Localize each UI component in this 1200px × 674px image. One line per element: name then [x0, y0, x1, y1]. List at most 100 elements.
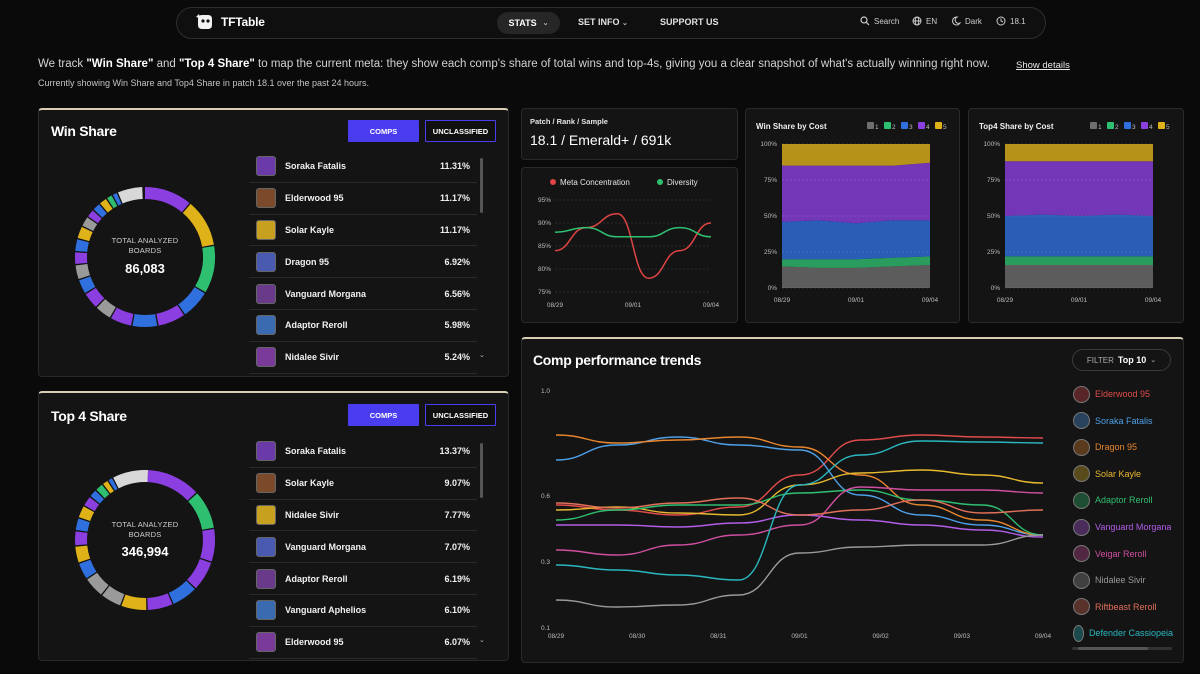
series-line	[555, 434, 1044, 536]
donut-segment	[132, 314, 158, 327]
list-item[interactable]: Nidalee Sivir 5.24%	[249, 342, 477, 374]
donut-segment	[93, 204, 107, 218]
list-item[interactable]: Elderwood 95 11.17%	[249, 183, 477, 215]
legend-item[interactable]: Dragon 95	[1073, 438, 1137, 456]
y-tick-label: 80%	[538, 266, 551, 273]
legend-item[interactable]: Adaptor Reroll	[1073, 491, 1153, 509]
list-item[interactable]: Adaptor Reroll 6.19%	[249, 563, 477, 595]
legend-scroll-thumb[interactable]	[1078, 647, 1148, 650]
comp-icon	[1073, 624, 1084, 642]
series-line	[555, 440, 1044, 581]
donut-segment	[144, 470, 197, 501]
legend-item[interactable]: Solar Kayle	[1073, 465, 1141, 483]
list-item[interactable]: Nidalee Sivir 7.77%	[249, 500, 477, 532]
scrollbar[interactable]	[480, 158, 483, 213]
language-label: EN	[926, 16, 938, 26]
legend-label: Dragon 95	[1095, 442, 1138, 453]
intro-part: and	[153, 58, 179, 70]
y-tick-label: 0%	[991, 285, 1001, 292]
x-tick-label: 09/01	[625, 302, 642, 309]
x-tick-label: 09/02	[873, 633, 890, 640]
y-tick-label: 0.1	[541, 625, 550, 632]
series-line	[555, 514, 1044, 538]
language-button[interactable]: EN	[912, 16, 937, 26]
comp-icon	[1073, 491, 1090, 509]
donut-segment	[112, 192, 122, 206]
legend-item[interactable]: Riftbeast Reroll	[1073, 598, 1157, 616]
brand-name[interactable]: TFTable	[221, 15, 265, 29]
donut-segment	[82, 217, 98, 232]
legend-label: 3	[1132, 124, 1136, 131]
comps-button[interactable]: COMPS	[348, 404, 419, 426]
legend-swatch	[884, 122, 891, 129]
comp-share: 13.37%	[439, 446, 470, 457]
comp-share: 5.98%	[444, 320, 470, 331]
unclassified-button[interactable]: UNCLASSIFIED	[425, 404, 496, 426]
y-tick-label: 0%	[768, 285, 778, 292]
x-tick-label: 09/04	[703, 302, 720, 309]
legend-item[interactable]: Vanguard Morgana	[1073, 518, 1171, 536]
list-item[interactable]: Vanguard Morgana 6.56%	[249, 278, 477, 310]
donut-segment	[100, 198, 113, 213]
nav-setinfo-tab[interactable]: SET INFO ⌄	[578, 17, 628, 27]
x-tick-label: 09/04	[1035, 633, 1052, 640]
donut-segment	[96, 299, 116, 318]
donut-segment	[113, 470, 148, 489]
win-share-donut	[75, 187, 215, 327]
comp-name: Soraka Fatalis	[285, 446, 347, 457]
meta-chart-panel	[521, 167, 738, 323]
globe-icon	[912, 16, 922, 26]
donut-segment	[195, 246, 215, 293]
list-item[interactable]: Solar Kayle 11.17%	[249, 215, 477, 247]
scrollbar[interactable]	[480, 443, 483, 498]
list-item[interactable]: Adaptor Reroll 5.98%	[249, 310, 477, 342]
legend-label: Meta Concentration	[560, 178, 630, 187]
legend-scrollbar[interactable]	[1072, 647, 1172, 650]
theme-button[interactable]: Dark	[951, 16, 982, 26]
nav-stats-tab[interactable]: STATS ⌄	[497, 12, 560, 34]
comp-name: Elderwood 95	[285, 193, 344, 204]
comp-avatar	[256, 251, 276, 272]
unclassified-button[interactable]: UNCLASSIFIED	[425, 120, 496, 142]
legend-item[interactable]: Nidalee Sivir	[1073, 571, 1146, 589]
comps-button[interactable]: COMPS	[348, 120, 419, 142]
donut-segment	[107, 195, 118, 209]
list-item[interactable]: Dragon 95 6.92%	[249, 246, 477, 279]
list-item[interactable]: Vanguard Morgana 7.07%	[249, 531, 477, 564]
list-item[interactable]: Elderwood 95 6.07%	[249, 627, 477, 659]
list-item[interactable]: Solar Kayle 9.07%	[249, 468, 477, 500]
top4-share-list: Soraka Fatalis 13.37% Solar Kayle 9.07% Nida…	[249, 436, 477, 659]
search-button[interactable]: Search	[860, 16, 899, 26]
x-tick-label: 08/31	[710, 633, 727, 640]
patch-button[interactable]: 18.1	[996, 16, 1026, 26]
intro-part: We track	[38, 58, 87, 70]
logo-icon[interactable]	[195, 13, 215, 31]
legend-item[interactable]: Veigar Reroll	[1073, 545, 1147, 563]
comp-name: Solar Kayle	[285, 478, 335, 489]
list-item[interactable]: Vanguard Aphelios 6.10%	[249, 595, 477, 627]
donut-label-line1: TOTAL ANALYZED	[111, 520, 179, 529]
comp-share: 7.77%	[444, 509, 470, 520]
nav-support-link[interactable]: SUPPORT US	[660, 17, 719, 27]
area-band	[1005, 264, 1153, 288]
legend-item[interactable]: Soraka Fatalis	[1073, 412, 1153, 430]
area-band	[1005, 256, 1153, 265]
list-item[interactable]: Soraka Fatalis 11.31%	[249, 151, 477, 183]
list-item[interactable]: Soraka Fatalis 13.37%	[249, 436, 477, 468]
donut-label: TOTAL ANALYZED BOARDS	[95, 236, 195, 256]
x-tick-label: 09/03	[954, 633, 971, 640]
donut-segment	[85, 287, 105, 307]
legend-item[interactable]: Elderwood 95	[1073, 385, 1150, 403]
area-band	[782, 256, 930, 268]
donut-segment	[111, 307, 134, 326]
donut-label: TOTAL ANALYZED BOARDS	[95, 520, 195, 540]
show-details-link[interactable]: Show details	[1016, 60, 1070, 71]
comp-share: 6.92%	[444, 256, 470, 267]
series-line	[555, 497, 1044, 516]
donut-segment	[103, 480, 114, 494]
area-band	[1005, 161, 1153, 216]
filter-dropdown[interactable]: FILTER Top 10 ⌄	[1072, 349, 1171, 371]
top-navbar	[176, 7, 1046, 39]
legend-item[interactable]: Defender Cassiopeia	[1073, 624, 1173, 642]
donut-segment	[186, 558, 212, 589]
